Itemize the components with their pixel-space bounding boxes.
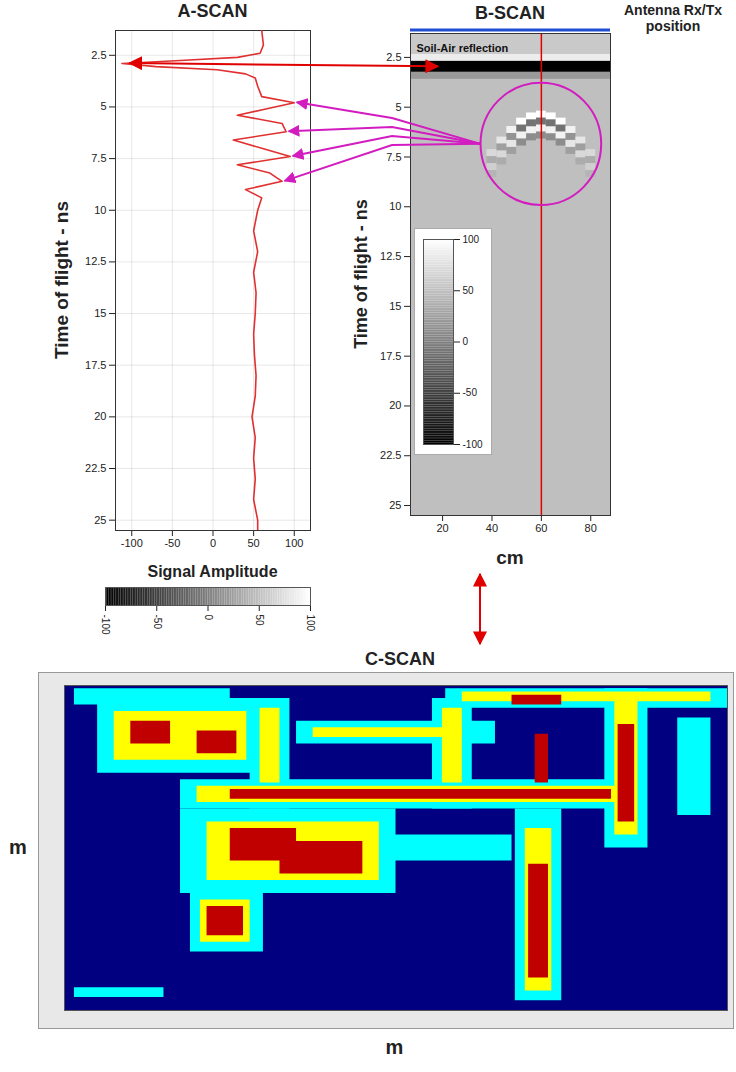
html-text:cm: cm — [496, 547, 524, 568]
svg-text:7.5: 7.5 — [91, 152, 106, 164]
svg-text:80: 80 — [585, 522, 597, 534]
svg-text:50: 50 — [248, 537, 260, 549]
svg-text:Soil-Air reflection: Soil-Air reflection — [417, 42, 509, 54]
html-text:Time of flight - ns: Time of flight - ns — [351, 199, 372, 349]
svg-text:50: 50 — [254, 615, 265, 627]
svg-text:20: 20 — [389, 399, 401, 411]
svg-text:2.5: 2.5 — [91, 49, 106, 61]
svg-text:-50: -50 — [164, 537, 180, 549]
html-text:C-SCAN: C-SCAN — [365, 649, 435, 669]
svg-text:17.5: 17.5 — [85, 359, 106, 371]
svg-text:12.5: 12.5 — [85, 255, 106, 267]
html-text:Signal Amplitude: Signal Amplitude — [147, 563, 278, 580]
svg-text:100: 100 — [463, 234, 480, 245]
svg-text:-100: -100 — [100, 615, 111, 635]
html-text:A-SCAN: A-SCAN — [177, 1, 248, 21]
html-text:m: m — [9, 835, 27, 858]
svg-text:60: 60 — [535, 522, 547, 534]
svg-text:100: 100 — [305, 615, 316, 632]
svg-text:15: 15 — [94, 307, 106, 319]
svg-text:25: 25 — [94, 514, 106, 526]
svg-text:50: 50 — [463, 285, 475, 296]
svg-text:-100: -100 — [121, 537, 143, 549]
svg-text:-50: -50 — [463, 387, 478, 398]
html-text:m: m — [385, 1036, 404, 1058]
svg-text:10: 10 — [94, 204, 106, 216]
svg-text:0: 0 — [203, 615, 214, 621]
html-text:Time of flight - ns: Time of flight - ns — [50, 201, 72, 359]
svg-text:40: 40 — [486, 522, 498, 534]
html-text:B-SCAN: B-SCAN — [475, 3, 545, 23]
svg-text:0: 0 — [210, 537, 216, 549]
svg-text:17.5: 17.5 — [380, 350, 401, 362]
svg-text:20: 20 — [94, 410, 106, 422]
svg-text:7.5: 7.5 — [386, 151, 401, 163]
svg-text:100: 100 — [285, 537, 303, 549]
svg-text:20: 20 — [436, 522, 448, 534]
html-text:Antenna Rx/Tx position: Antenna Rx/Tx position — [624, 2, 722, 34]
svg-text:-50: -50 — [152, 615, 163, 630]
svg-text:-100: -100 — [463, 439, 483, 450]
svg-text:5: 5 — [395, 101, 401, 113]
svg-text:10: 10 — [389, 200, 401, 212]
svg-text:15: 15 — [389, 300, 401, 312]
svg-text:22.5: 22.5 — [85, 462, 106, 474]
svg-text:5: 5 — [100, 100, 106, 112]
svg-text:25: 25 — [389, 499, 401, 511]
svg-text:12.5: 12.5 — [380, 250, 401, 262]
svg-text:2.5: 2.5 — [386, 51, 401, 63]
svg-text:22.5: 22.5 — [380, 449, 401, 461]
svg-text:0: 0 — [463, 336, 469, 347]
